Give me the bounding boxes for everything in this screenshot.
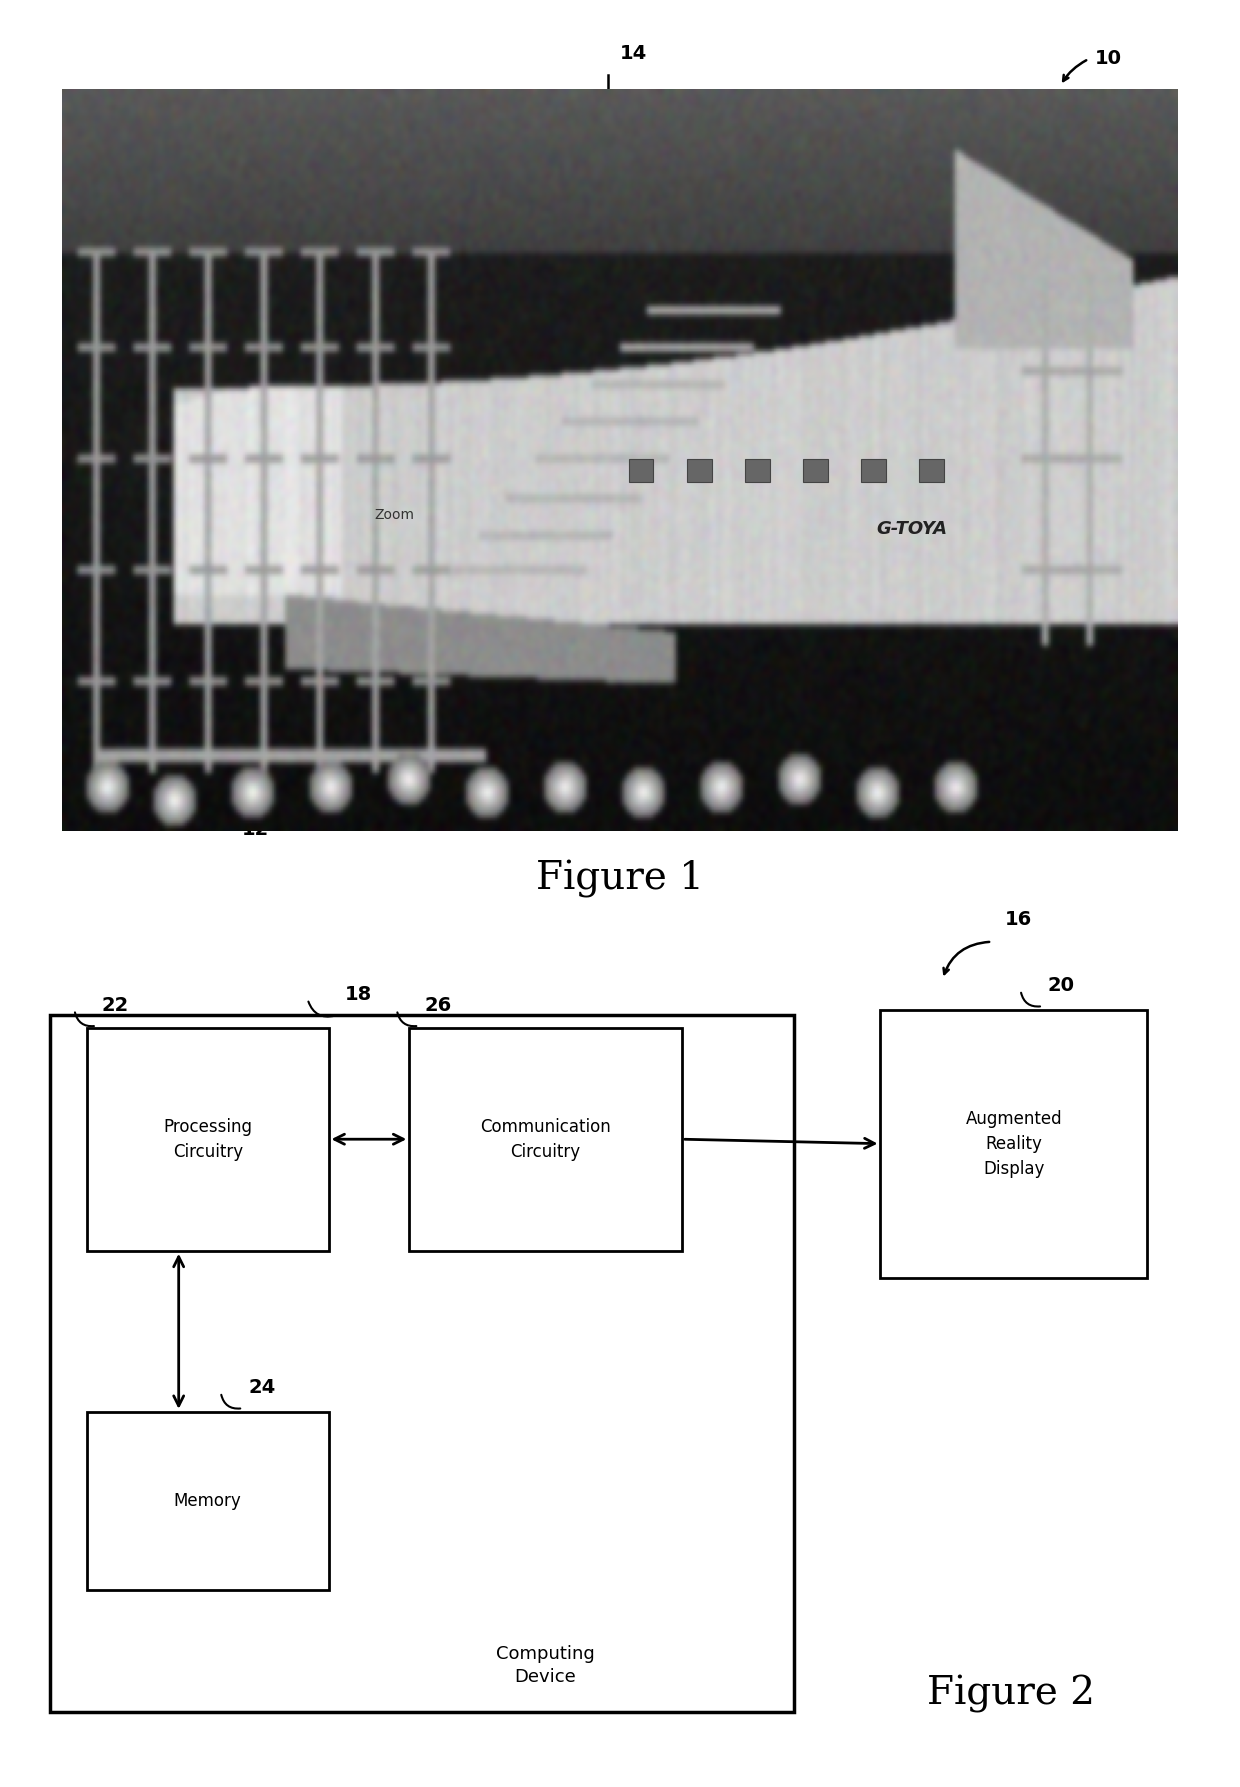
Bar <box>861 459 885 482</box>
Text: Zoom: Zoom <box>374 509 414 522</box>
Bar <box>409 1028 682 1251</box>
Bar <box>87 1412 329 1590</box>
Bar <box>87 1028 329 1251</box>
Bar <box>804 459 827 482</box>
Text: G-TOYA: G-TOYA <box>877 520 947 538</box>
Text: Figure 2: Figure 2 <box>926 1674 1095 1714</box>
Text: 16: 16 <box>1004 910 1032 929</box>
Text: 10: 10 <box>1095 50 1122 68</box>
Text: 26: 26 <box>424 995 451 1015</box>
Text: 24: 24 <box>248 1378 275 1397</box>
Bar <box>629 459 653 482</box>
Text: 20: 20 <box>1048 976 1075 995</box>
Text: Computing
Device: Computing Device <box>496 1644 595 1687</box>
Text: 14: 14 <box>620 43 647 63</box>
Bar <box>50 1015 794 1712</box>
Text: 22: 22 <box>102 995 129 1015</box>
Text: Processing
Circuitry: Processing Circuitry <box>164 1117 252 1162</box>
Bar <box>687 459 712 482</box>
Text: 12: 12 <box>242 820 269 838</box>
Bar <box>745 459 770 482</box>
Text: Augmented
Reality
Display: Augmented Reality Display <box>966 1110 1061 1178</box>
Text: Figure 1: Figure 1 <box>536 860 704 899</box>
Bar <box>919 459 944 482</box>
Text: Memory: Memory <box>174 1492 242 1510</box>
Bar <box>880 1010 1147 1278</box>
Text: Communication
Circuitry: Communication Circuitry <box>480 1117 611 1162</box>
Text: 18: 18 <box>345 985 372 1004</box>
